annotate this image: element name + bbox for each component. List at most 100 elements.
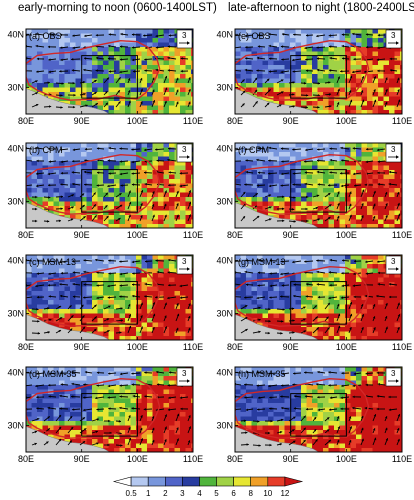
precip-cell (70, 300, 76, 305)
precip-cell (340, 206, 346, 211)
precip-cell (191, 101, 197, 106)
precip-cell (296, 148, 302, 153)
precip-cell (191, 399, 197, 404)
precip-cell (92, 47, 98, 52)
precip-cell (87, 255, 93, 260)
precip-cell (400, 179, 406, 184)
precip-cell (131, 412, 137, 417)
precip-cell (252, 161, 258, 166)
precip-cell (92, 412, 98, 417)
precip-cell (367, 211, 373, 216)
x-tick-label: 100E (127, 116, 148, 126)
precip-cell (37, 79, 43, 84)
precip-cell (246, 161, 252, 166)
precip-cell (125, 421, 131, 426)
precip-cell (378, 83, 384, 88)
precip-cell (351, 38, 357, 43)
precip-cell (125, 403, 131, 408)
precip-cell (169, 193, 175, 198)
precip-cell (301, 179, 307, 184)
precip-cell (147, 435, 153, 440)
precip-cell (351, 188, 357, 193)
precip-cell (103, 197, 109, 202)
precip-cell (153, 367, 159, 372)
precip-cell (131, 65, 137, 70)
precip-cell (290, 29, 296, 34)
precip-cell (246, 300, 252, 305)
precip-cell (98, 38, 104, 43)
precip-cell (59, 403, 65, 408)
precip-cell (367, 220, 373, 225)
precip-cell (114, 65, 120, 70)
precip-cell (329, 74, 335, 79)
precip-cell (395, 70, 401, 75)
precip-cell (43, 385, 49, 390)
precip-cell (356, 179, 362, 184)
precip-cell (81, 148, 87, 153)
precip-cell (92, 29, 98, 34)
precip-cell (257, 83, 263, 88)
precip-cell (92, 426, 98, 431)
precip-cell (378, 152, 384, 157)
precip-cell (186, 65, 192, 70)
precip-cell (285, 175, 291, 180)
precip-cell (131, 421, 137, 426)
precip-cell (180, 390, 186, 395)
precip-cell (131, 287, 137, 292)
precip-cell (136, 287, 142, 292)
precip-cell (285, 152, 291, 157)
precip-cell (158, 367, 164, 372)
precip-cell (131, 79, 137, 84)
precip-cell (43, 88, 49, 93)
precip-cell (169, 206, 175, 211)
precip-cell (367, 92, 373, 97)
precip-cell (109, 220, 115, 225)
precip-cell (345, 83, 351, 88)
precip-cell (81, 143, 87, 148)
precip-cell (246, 79, 252, 84)
precip-cell (279, 143, 285, 148)
precip-cell (164, 175, 170, 180)
precip-cell (26, 273, 32, 278)
precip-cell (351, 197, 357, 202)
precip-cell (125, 29, 131, 34)
precip-cell (147, 376, 153, 381)
precip-cell (76, 197, 82, 202)
precip-cell (318, 175, 324, 180)
precip-cell (323, 47, 329, 52)
precip-cell (26, 47, 32, 52)
precip-cell (285, 202, 291, 207)
precip-cell (158, 211, 164, 216)
precip-cell (334, 175, 340, 180)
precip-cell (87, 61, 93, 66)
precip-cell (191, 97, 197, 102)
precip-cell (37, 399, 43, 404)
precip-cell (180, 202, 186, 207)
precip-cell (43, 412, 49, 417)
precip-cell (246, 83, 252, 88)
precip-cell (158, 390, 164, 395)
precip-cell (32, 381, 38, 386)
precip-cell (389, 88, 395, 93)
precip-cell (389, 188, 395, 193)
precip-cell (191, 184, 197, 189)
precip-cell (301, 56, 307, 61)
precip-cell (103, 148, 109, 153)
precip-cell (268, 161, 274, 166)
x-tick-label: 90E (283, 116, 299, 126)
map-field (232, 143, 405, 229)
precip-cell (98, 426, 104, 431)
precip-cell (81, 152, 87, 157)
precip-cell (378, 166, 384, 171)
precip-cell (307, 92, 313, 97)
precip-cell (169, 399, 175, 404)
precip-cell (125, 175, 131, 180)
precip-cell (263, 197, 269, 202)
precip-cell (252, 170, 258, 175)
precip-cell (180, 314, 186, 319)
precip-cell (164, 211, 170, 216)
precip-cell (351, 179, 357, 184)
precip-cell (367, 101, 373, 106)
precip-cell (268, 202, 274, 207)
precip-cell (158, 206, 164, 211)
